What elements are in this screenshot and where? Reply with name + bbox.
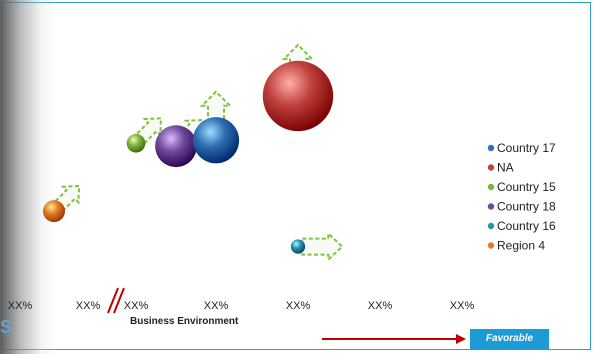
- bubbles: [43, 60, 334, 254]
- bubble-point: [43, 200, 65, 223]
- x-axis-ticks: XX% XX% XX% XX% XX% XX% XX%: [8, 300, 475, 312]
- x-tick-label: XX%: [8, 300, 33, 312]
- legend-marker: [487, 144, 495, 152]
- axis-break-mark: [107, 287, 119, 314]
- legend-marker: [487, 222, 495, 230]
- x-tick-label: XX%: [450, 300, 475, 312]
- favorable-arrow: [322, 334, 466, 344]
- legend: Country 17 NA Country 15 Country 18 Country …: [487, 141, 556, 253]
- axis-break: [107, 287, 125, 314]
- bubble-point: [126, 133, 146, 153]
- axis-break-mark: [113, 287, 125, 314]
- legend-marker: [487, 164, 495, 171]
- x-axis-title: Business Environment: [130, 316, 239, 327]
- bubble-point: [262, 60, 334, 132]
- bubble-point: [155, 125, 197, 168]
- legend-marker: [487, 242, 495, 249]
- trend-arrow: [301, 231, 344, 262]
- legend-label: Country 16: [497, 219, 556, 233]
- legend-marker: [487, 183, 495, 191]
- x-tick-label: XX%: [204, 300, 229, 312]
- legend-label: Region 4: [497, 239, 545, 253]
- legend-label: NA: [497, 161, 514, 175]
- favorable-button[interactable]: Favorable: [470, 329, 549, 349]
- bubble-point: [290, 239, 306, 254]
- x-tick-label: XX%: [368, 300, 393, 312]
- x-tick-label: XX%: [124, 300, 149, 312]
- legend-label: Country 15: [497, 180, 556, 194]
- legend-marker: [487, 203, 495, 210]
- bubble-point: [192, 117, 240, 164]
- x-tick-label: XX%: [286, 300, 311, 312]
- page-shadow: [0, 0, 58, 354]
- x-tick-label: XX%: [76, 300, 101, 312]
- corner-letter: S: [0, 317, 13, 337]
- legend-label: Country 18: [497, 200, 556, 214]
- legend-label: Country 17: [497, 141, 556, 155]
